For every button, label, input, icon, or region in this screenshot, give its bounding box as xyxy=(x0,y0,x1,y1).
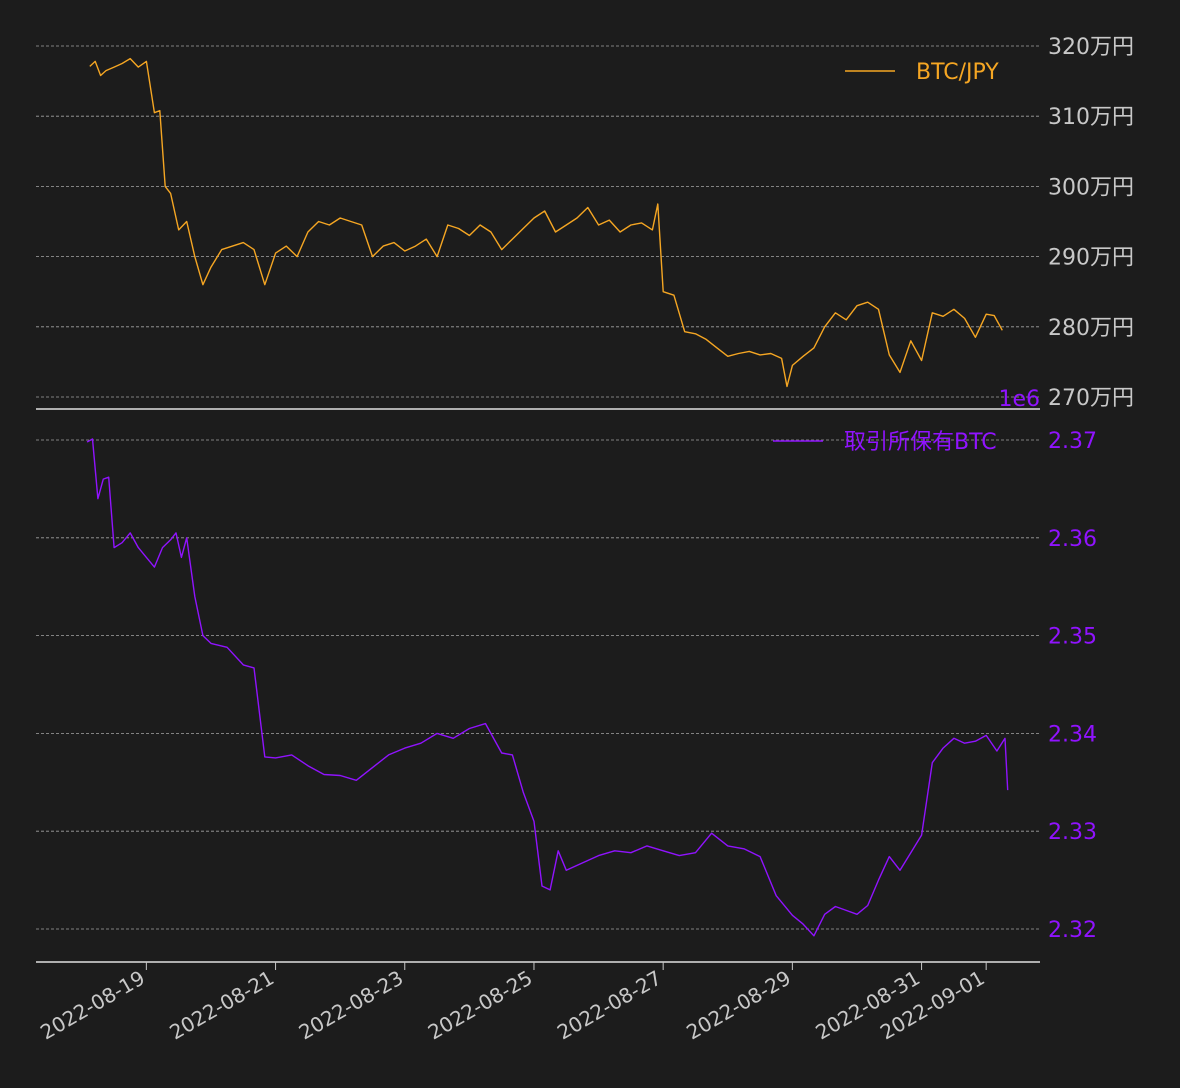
bottom-legend: 取引所保有BTC xyxy=(773,430,997,455)
bottom-panel-y-tick-labels: 2.37 2.36 2.35 2.34 2.33 2.32 xyxy=(1048,429,1097,943)
bottom-y-tick-label: 2.36 xyxy=(1048,527,1097,552)
top-panel-grid xyxy=(36,45,1040,398)
btc-jpy-price-line xyxy=(89,57,1003,388)
y-offset-text: 1e6 xyxy=(998,387,1040,412)
bottom-legend-label: 取引所保有BTC xyxy=(844,430,997,455)
top-y-tick-label: 290万円 xyxy=(1048,246,1134,271)
top-y-tick-label: 280万円 xyxy=(1048,316,1134,341)
top-legend-label: BTC/JPY xyxy=(916,60,999,85)
bottom-y-tick-label: 2.34 xyxy=(1048,722,1097,747)
bottom-y-tick-label: 2.33 xyxy=(1048,820,1097,845)
top-y-tick-label: 310万円 xyxy=(1048,105,1134,130)
top-legend: BTC/JPY xyxy=(845,60,999,85)
bottom-y-tick-label: 2.32 xyxy=(1048,918,1097,943)
bottom-y-tick-label: 2.37 xyxy=(1048,429,1097,454)
top-y-tick-label: 300万円 xyxy=(1048,175,1134,200)
exchange-holdings-btc-line xyxy=(86,438,1009,937)
top-y-tick-label: 270万円 xyxy=(1048,386,1134,411)
top-panel-y-tick-labels: 320万円 310万円 300万円 290万円 280万円 270万円 xyxy=(1048,35,1134,411)
bottom-y-tick-label: 2.35 xyxy=(1048,625,1097,650)
top-y-tick-label: 320万円 xyxy=(1048,35,1134,60)
